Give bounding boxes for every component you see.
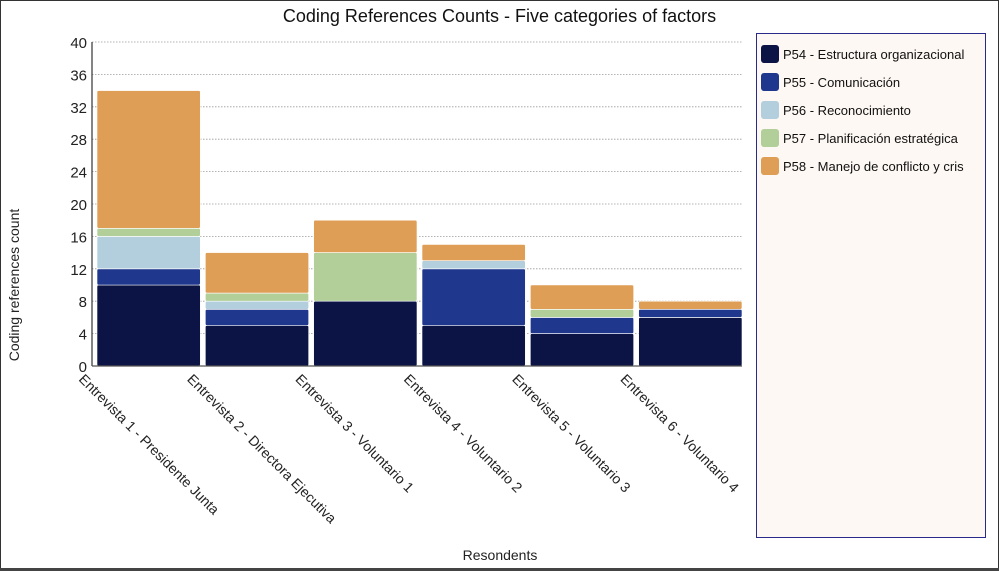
bottom-border [0, 568, 999, 571]
y-tick-label: 12 [70, 262, 87, 279]
bar-segment [421, 260, 526, 270]
bar-segment [313, 219, 418, 253]
legend-item: P55 - Comunicación [757, 68, 985, 96]
bar-segment [313, 252, 418, 302]
x-tick-label: Entrevista 6 - Voluntario 4 [618, 371, 743, 496]
bar-stack [205, 252, 309, 367]
bar-segment [96, 236, 201, 270]
bar-segment [421, 244, 526, 262]
y-tick-label: 32 [70, 100, 87, 117]
x-tick-label: Entrevista 5 - Voluntario 3 [509, 371, 634, 496]
legend-swatch [761, 45, 779, 63]
bar-segment [205, 308, 309, 326]
bar-segment [638, 308, 743, 318]
bar-segment [205, 325, 309, 367]
y-tick-label: 0 [79, 359, 87, 376]
bar-stack [638, 300, 743, 367]
bar-segment [421, 268, 526, 326]
legend-label: P55 - Comunicación [783, 74, 901, 90]
bar-segment [313, 300, 418, 367]
bar-segment [530, 317, 634, 334]
legend-label: P57 - Planificación estratégica [783, 130, 958, 146]
legend-item: P54 - Estructura organizacional [757, 40, 985, 68]
bar-segment [96, 284, 201, 367]
axes [91, 42, 742, 367]
legend-swatch [761, 101, 779, 119]
legend-label: P56 - Reconocimiento [783, 102, 911, 118]
legend-swatch [761, 157, 779, 175]
bar-segment [638, 317, 743, 367]
x-axis-label: Resondents [462, 547, 538, 563]
legend-swatch [761, 73, 779, 91]
y-tick-labels: 0 4 8 12 16 20 24 28 32 36 40 [70, 35, 87, 376]
y-tick-label: 24 [70, 165, 87, 182]
legend-item: P56 - Reconocimiento [757, 96, 985, 124]
y-tick-label: 28 [70, 132, 87, 149]
bar-segment [530, 333, 634, 367]
bar-segment [205, 292, 309, 302]
bars [96, 90, 743, 367]
x-tick-label: Entrevista 4 - Voluntario 2 [401, 371, 526, 496]
x-tick-labels: Entrevista 1 - Presidente JuntaEntrevist… [76, 371, 742, 527]
x-tick-label: Entrevista 3 - Voluntario 1 [293, 371, 418, 496]
legend: P54 - Estructura organizacional P55 - Com… [756, 33, 986, 538]
legend-swatch [761, 129, 779, 147]
bar-segment [205, 252, 309, 294]
bar-segment [638, 300, 743, 310]
bar-segment [96, 268, 201, 286]
bar-stack [96, 90, 201, 367]
legend-item: P58 - Manejo de conflicto y cris [757, 152, 985, 180]
y-tick-label: 8 [79, 294, 87, 311]
bar-segment [96, 90, 201, 229]
bar-stack [313, 219, 418, 367]
y-tick-label: 36 [70, 67, 87, 84]
bar-stack [530, 284, 634, 367]
y-tick-label: 20 [70, 197, 87, 214]
y-tick-label: 16 [70, 229, 87, 246]
bar-stack [421, 244, 526, 367]
y-tick-label: 4 [79, 327, 87, 344]
legend-label: P54 - Estructura organizacional [783, 46, 965, 62]
bar-segment [530, 284, 634, 310]
bar-segment [96, 228, 201, 237]
legend-item: P57 - Planificación estratégica [757, 124, 985, 152]
legend-label: P58 - Manejo de conflicto y cris [783, 158, 964, 174]
bar-segment [205, 300, 309, 310]
y-tick-label: 40 [70, 35, 87, 52]
bar-segment [421, 325, 526, 367]
bar-segment [530, 308, 634, 318]
chart-title: Coding References Counts - Five categori… [282, 6, 717, 26]
